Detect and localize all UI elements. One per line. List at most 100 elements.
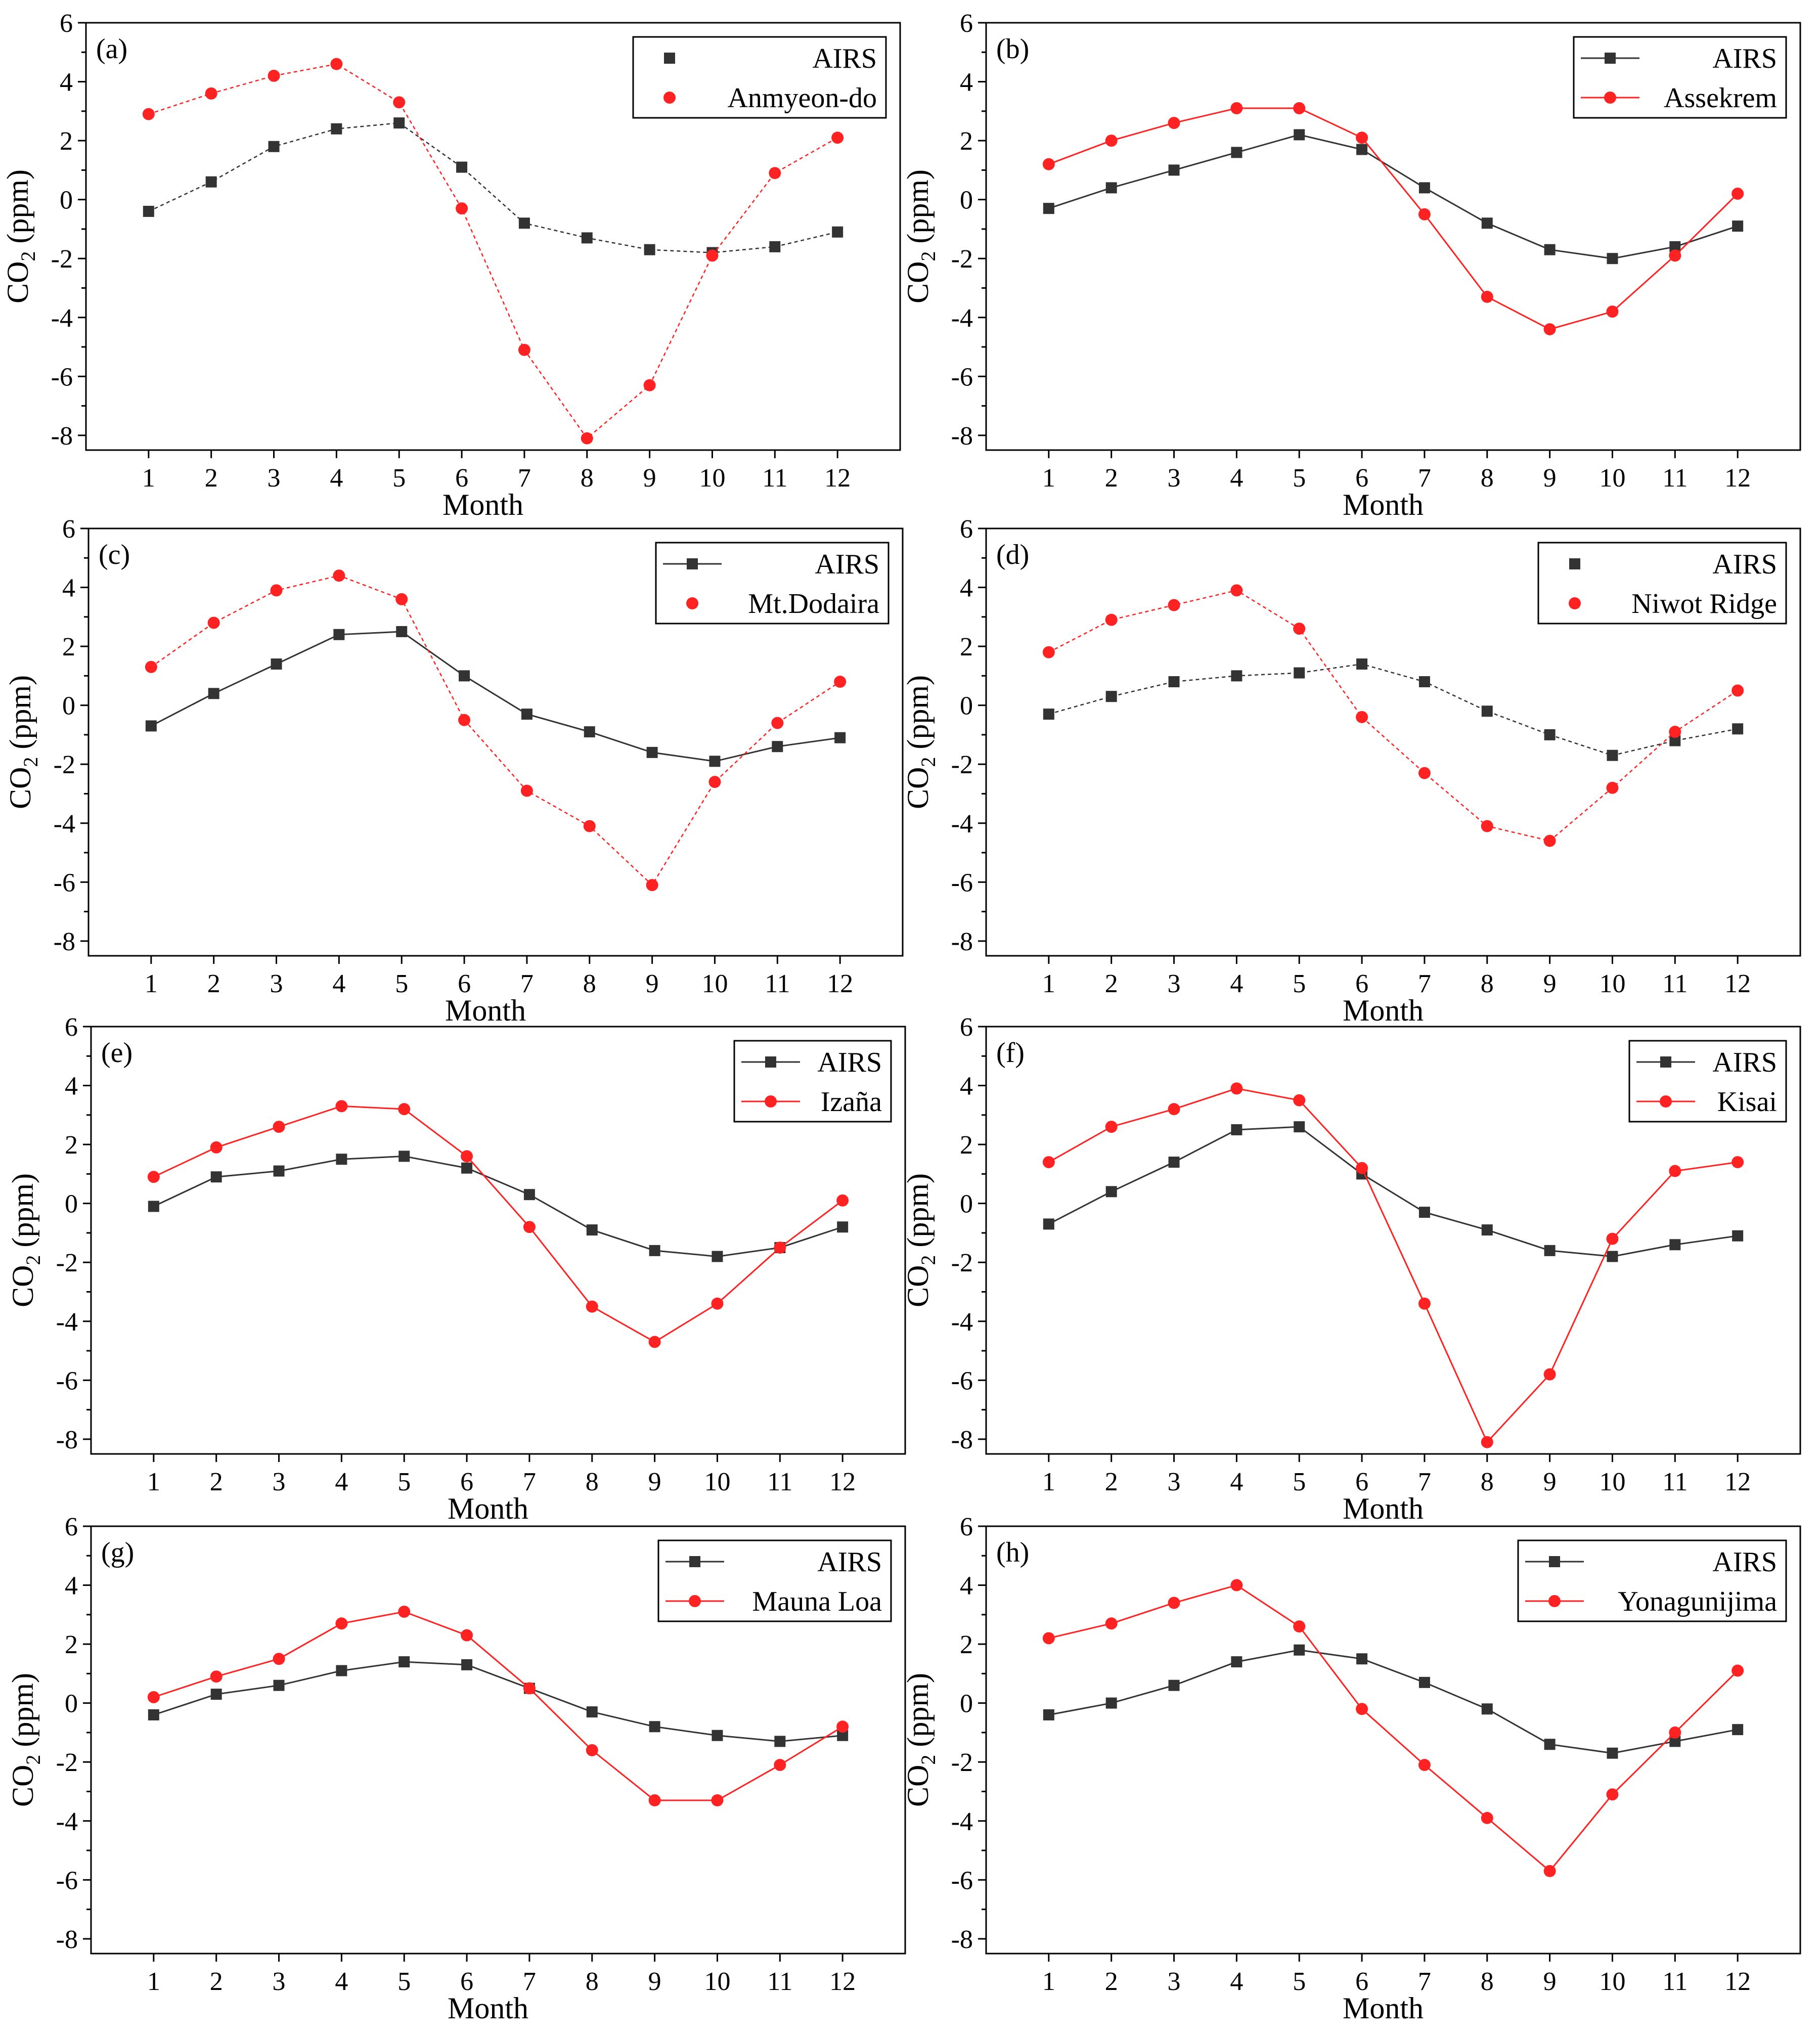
data-point (774, 1736, 786, 1747)
x-tick-label: 7 (523, 1468, 536, 1496)
data-point (834, 676, 847, 688)
x-tick-label: 2 (1105, 1967, 1118, 1996)
data-point (271, 658, 282, 670)
x-tick-label: 4 (332, 969, 345, 998)
x-tick-label: 5 (1293, 1468, 1306, 1496)
data-point (1732, 1156, 1744, 1169)
series-line (1048, 1649, 1738, 1754)
data-point (837, 1221, 849, 1233)
legend-marker (1569, 558, 1580, 569)
data-point (1356, 131, 1368, 144)
data-point (1231, 1656, 1242, 1668)
y-tick-label: -8 (951, 422, 973, 451)
series-station (147, 1100, 849, 1348)
data-point (1043, 203, 1054, 214)
data-point (1105, 691, 1117, 702)
legend-label: AIRS (817, 1047, 882, 1078)
data-point (1042, 158, 1055, 170)
data-point (1544, 1245, 1556, 1256)
x-tick-label: 8 (1481, 1468, 1494, 1496)
x-tick-label: 10 (704, 1468, 730, 1496)
legend-frame (632, 36, 887, 119)
legend-label: AIRS (1712, 43, 1777, 74)
x-tick-label: 8 (583, 969, 596, 998)
x-tick-label: 9 (646, 969, 659, 998)
legend-marker (664, 53, 675, 64)
legend-label: Kisai (1717, 1086, 1777, 1118)
legend: AIRS Yonagunijima (1517, 1539, 1787, 1622)
panel-label: (a) (96, 33, 127, 65)
data-point (1606, 781, 1619, 794)
x-tick-label: 1 (1042, 969, 1055, 998)
y-tick-label: -4 (56, 1807, 78, 1836)
y-tick-label: -4 (54, 810, 75, 838)
data-point (1168, 117, 1180, 129)
x-tick-label: 10 (704, 1967, 730, 1996)
data-point (1043, 1218, 1054, 1230)
data-point (1732, 1664, 1744, 1677)
data-point (646, 746, 658, 758)
data-point (1230, 1579, 1243, 1591)
data-point (586, 1300, 598, 1313)
data-point (649, 1721, 660, 1733)
data-point (1481, 1436, 1493, 1448)
data-point (147, 1171, 160, 1183)
y-tick-label: 6 (62, 515, 75, 544)
x-tick-label: 7 (523, 1967, 536, 1996)
data-point (1043, 709, 1054, 720)
data-point (459, 670, 470, 682)
panel-label: (c) (99, 539, 130, 570)
plot-frame (87, 527, 904, 957)
data-point (1418, 1676, 1430, 1688)
x-tick-label: 12 (1724, 464, 1751, 493)
x-tick-label: 4 (1230, 969, 1243, 998)
data-point (268, 141, 280, 152)
x-tick-label: 9 (1543, 1468, 1557, 1496)
data-point (831, 131, 844, 144)
legend-marker (689, 1556, 700, 1567)
y-tick-label: 4 (960, 574, 973, 603)
data-point (1481, 1703, 1493, 1715)
data-point (1418, 1759, 1431, 1772)
x-tick-label: 12 (1724, 1967, 1751, 1996)
data-point (712, 1251, 723, 1262)
data-point (1669, 1736, 1681, 1747)
series-station (1042, 102, 1744, 336)
series-airs (148, 1656, 849, 1747)
data-point (1168, 1597, 1180, 1609)
x-tick-label: 2 (1105, 1468, 1118, 1496)
data-point (1105, 1617, 1118, 1630)
y-tick-label: 0 (60, 186, 73, 215)
data-point (461, 1659, 473, 1670)
data-point (1042, 646, 1055, 658)
y-tick-label: -6 (951, 868, 973, 897)
x-tick-label: 4 (1230, 1468, 1243, 1496)
legend: AIRS Mt.Dodaira (655, 542, 890, 625)
x-tick-label: 12 (824, 464, 851, 493)
x-axis-title: Month (1343, 1991, 1424, 2025)
y-tick-label: 2 (960, 127, 973, 156)
data-point (1481, 290, 1493, 303)
y-tick-label: 6 (960, 515, 973, 544)
data-point (1418, 676, 1430, 688)
data-point (644, 244, 655, 255)
data-point (523, 1189, 535, 1201)
series-line (153, 1611, 843, 1801)
data-point (1294, 129, 1305, 141)
x-tick-label: 2 (205, 464, 218, 493)
x-tick-label: 2 (1105, 464, 1118, 493)
x-tick-label: 11 (1662, 464, 1688, 493)
data-point (336, 1154, 347, 1165)
y-tick-label: 6 (960, 9, 973, 38)
x-tick-label: 9 (1543, 464, 1557, 493)
x-tick-label: 10 (699, 464, 725, 493)
data-point (1418, 1297, 1431, 1310)
x-tick-label: 5 (397, 1967, 411, 1996)
data-point (706, 249, 719, 262)
y-tick-label: 0 (65, 1190, 78, 1219)
data-point (586, 1224, 598, 1236)
y-tick-label: 2 (960, 1630, 973, 1659)
data-point (521, 709, 532, 720)
